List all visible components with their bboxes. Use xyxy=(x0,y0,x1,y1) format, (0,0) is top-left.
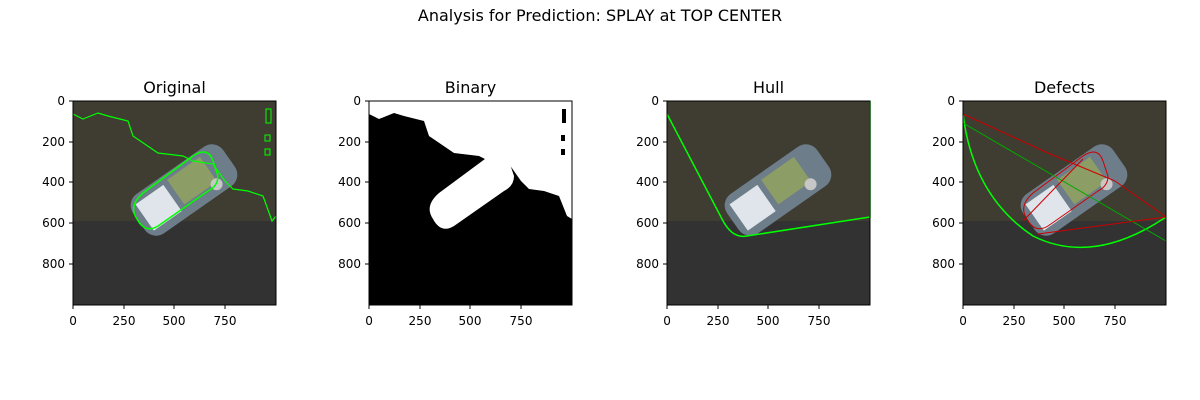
defect-line xyxy=(1022,158,1084,222)
x-tick-label: 750 xyxy=(808,314,831,328)
y-tick-label: 800 xyxy=(636,257,659,271)
y-tick-label: 0 xyxy=(947,94,955,108)
x-tick-label: 250 xyxy=(1003,314,1026,328)
fitted-ellipse-arc xyxy=(962,113,1167,249)
object-contour xyxy=(132,151,219,230)
x-tick-label: 250 xyxy=(113,314,136,328)
panel-title-hull: Hull xyxy=(752,78,785,97)
y-axis: 0 200 400 600 800 xyxy=(42,94,73,271)
x-tick-label: 750 xyxy=(510,314,533,328)
defect-line xyxy=(1037,216,1167,235)
y-tick-label: 200 xyxy=(932,135,955,149)
defect-line xyxy=(1114,180,1167,218)
y-tick-label: 600 xyxy=(42,216,65,230)
x-tick-label: 500 xyxy=(1053,314,1076,328)
y-tick-label: 0 xyxy=(57,94,65,108)
calculator-image xyxy=(1020,144,1128,236)
x-tick-label: 250 xyxy=(707,314,730,328)
y-tick-label: 400 xyxy=(932,175,955,189)
convex-hull-outline xyxy=(666,101,871,238)
x-tick-label: 0 xyxy=(959,314,967,328)
contour-blob-1 xyxy=(265,108,272,124)
x-tick-label: 0 xyxy=(69,314,77,328)
calculator-image xyxy=(724,144,832,236)
binary-blob-1 xyxy=(562,109,566,123)
defect-line xyxy=(962,113,1049,154)
x-tick-label: 250 xyxy=(409,314,432,328)
x-tick-label: 500 xyxy=(459,314,482,328)
panel-title-binary: Binary xyxy=(444,78,497,97)
defect-contour xyxy=(1023,151,1109,230)
panel-title-original: Original xyxy=(143,78,206,97)
y-tick-label: 800 xyxy=(932,257,955,271)
axes-hull: 0 250 500 750 0 200 400 600 800 xyxy=(636,94,871,328)
axes-original: 0 250 500 750 0 200 400 600 800 xyxy=(42,94,277,328)
x-tick-label: 0 xyxy=(663,314,671,328)
x-tick-label: 500 xyxy=(757,314,780,328)
photo-shadow xyxy=(667,221,870,305)
x-tick-label: 0 xyxy=(365,314,373,328)
x-tick-label: 750 xyxy=(214,314,237,328)
y-axis: 0 200 400 600 800 xyxy=(932,94,963,271)
panel-binary: Binary 0 250 500 750 xyxy=(320,76,573,346)
y-tick-label: 800 xyxy=(42,257,65,271)
binary-object-mask xyxy=(429,152,514,229)
y-axis: 0 200 400 600 800 xyxy=(636,94,667,271)
y-tick-label: 200 xyxy=(42,135,65,149)
panel-title-defects: Defects xyxy=(1033,78,1096,97)
x-axis: 0 250 500 750 xyxy=(365,305,532,328)
y-tick-label: 800 xyxy=(338,257,361,271)
panel-defects: Defects 0 xyxy=(914,76,1167,346)
figure-title: Analysis for Prediction: SPLAY at TOP CE… xyxy=(417,6,783,25)
y-tick-label: 200 xyxy=(338,135,361,149)
defect-line xyxy=(1047,152,1116,182)
x-tick-label: 500 xyxy=(163,314,186,328)
y-tick-label: 200 xyxy=(636,135,659,149)
y-tick-label: 400 xyxy=(636,175,659,189)
y-tick-label: 600 xyxy=(932,216,955,230)
y-tick-label: 0 xyxy=(353,94,361,108)
panel-original: Original 0 250 500 xyxy=(24,76,277,346)
y-tick-label: 600 xyxy=(338,216,361,230)
binary-foreground-region xyxy=(369,101,572,219)
binary-blob-2 xyxy=(561,135,565,141)
object-contour-line xyxy=(72,112,277,223)
contour-blob-3 xyxy=(264,148,271,156)
y-axis: 0 200 400 600 800 xyxy=(338,94,369,271)
photo-shadow xyxy=(73,221,276,305)
axes-binary: 0 250 500 750 0 200 400 600 800 xyxy=(338,94,573,328)
x-tick-label: 750 xyxy=(1104,314,1127,328)
panel-hull: Hull 0 250 500 750 xyxy=(618,76,871,346)
binary-blob-3 xyxy=(561,149,565,155)
y-tick-label: 600 xyxy=(636,216,659,230)
axes-defects: 0 250 500 750 0 200 400 600 800 xyxy=(932,94,1167,328)
y-tick-label: 0 xyxy=(651,94,659,108)
x-axis: 0 250 500 750 xyxy=(663,305,830,328)
x-axis: 0 250 500 750 xyxy=(959,305,1126,328)
y-tick-label: 400 xyxy=(338,175,361,189)
y-tick-label: 400 xyxy=(42,175,65,189)
contour-blob-2 xyxy=(264,134,271,142)
x-axis: 0 250 500 750 xyxy=(69,305,236,328)
